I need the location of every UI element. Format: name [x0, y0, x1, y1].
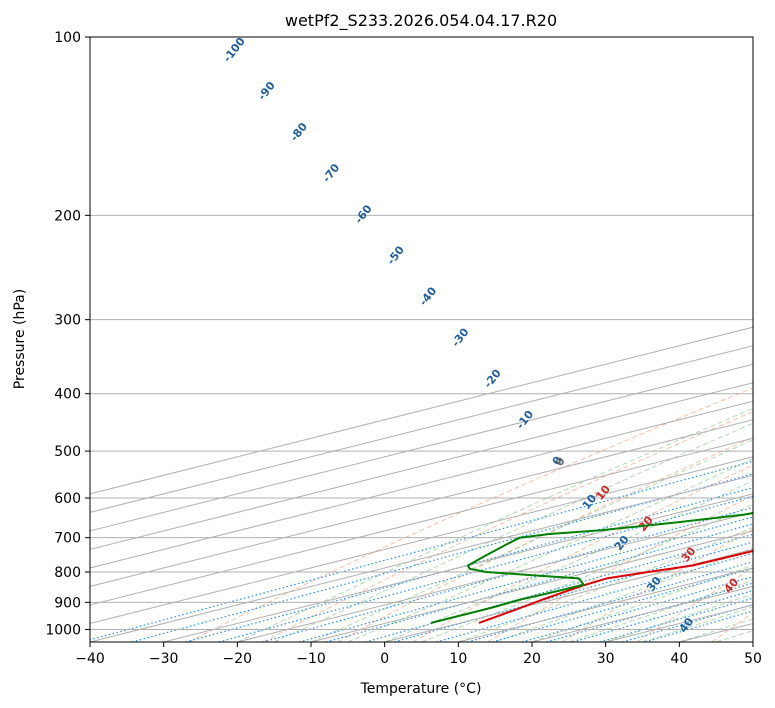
x-tick-label: 50	[744, 651, 762, 667]
dry-adiabat-line	[188, 387, 753, 642]
y-tick-label: 600	[54, 491, 81, 507]
x-tick-label: −30	[149, 651, 179, 667]
x-tick-label: −40	[75, 651, 105, 667]
mixing-ratio-line	[325, 523, 753, 642]
y-tick-label: 500	[54, 444, 81, 460]
isotherm-line	[90, 382, 753, 550]
isotherm-line	[310, 530, 753, 642]
y-axis: 100 200 300 400 500 600 700 800 900 1000	[45, 30, 90, 638]
x-tick-label: 10	[449, 651, 467, 667]
dry-adiabat-line	[337, 436, 753, 642]
isotherm-line	[752, 641, 753, 642]
moist-adiabat-line	[237, 407, 753, 642]
mixing-ratio-line	[467, 561, 753, 642]
isotherm-line	[90, 419, 753, 587]
isotherm-line	[90, 474, 753, 642]
chart-title: wetPf2_S233.2026.054.04.17.R20	[285, 11, 557, 31]
temperature-profile-line	[478, 549, 753, 624]
x-tick-label: 0	[380, 651, 389, 667]
isotherm-line	[90, 437, 753, 606]
dewpoint-profile-line	[430, 512, 753, 624]
x-tick-label: 30	[597, 651, 615, 667]
x-tick-label: −10	[296, 651, 326, 667]
mixing-ratio-line	[218, 495, 753, 642]
y-tick-label: 400	[54, 387, 81, 403]
x-tick-label: 40	[670, 651, 688, 667]
isotherm-line	[90, 456, 753, 624]
mixing-ratio-line	[645, 610, 753, 642]
x-tick-label: 20	[523, 651, 541, 667]
moist-adiabat-line	[531, 564, 753, 642]
dry-adiabat-line	[487, 494, 753, 642]
moist-adiabat-line	[458, 526, 753, 642]
y-tick-label: 1000	[45, 622, 81, 638]
plot-background	[90, 37, 753, 642]
isotherm-line	[90, 326, 753, 495]
y-tick-label: 700	[54, 531, 81, 547]
grid	[90, 37, 753, 642]
x-tick-label: −20	[223, 651, 253, 667]
moist-adiabat-line	[384, 480, 753, 642]
mixing-ratio-line	[262, 506, 753, 642]
isotherm-line	[163, 493, 753, 642]
y-tick-label: 900	[54, 595, 81, 611]
y-tick-label: 100	[54, 30, 81, 46]
mixing-ratio-line	[599, 597, 753, 642]
isotherm-line	[237, 511, 753, 642]
mixing-ratio-line	[622, 603, 753, 642]
moist-adiabat-line	[310, 439, 753, 642]
x-axis-title: Temperature (°C)	[360, 681, 482, 697]
y-tick-label: 800	[54, 565, 81, 581]
isotherm-line	[90, 400, 753, 569]
y-axis-title: Pressure (hPa)	[12, 289, 28, 389]
mixing-ratio-line	[299, 516, 753, 642]
mixing-ratio-line	[90, 460, 753, 641]
moist-adiabat-line	[605, 593, 753, 642]
moist-adiabat-line	[421, 503, 753, 642]
plot-frame	[89, 36, 754, 643]
y-tick-label: 300	[54, 313, 81, 329]
y-tick-label: 200	[54, 208, 81, 224]
dry-adiabat-line	[263, 411, 753, 642]
x-axis: −40 −30 −20 −10 0 10 20 30 40 50	[75, 642, 762, 667]
profiles	[430, 512, 753, 624]
